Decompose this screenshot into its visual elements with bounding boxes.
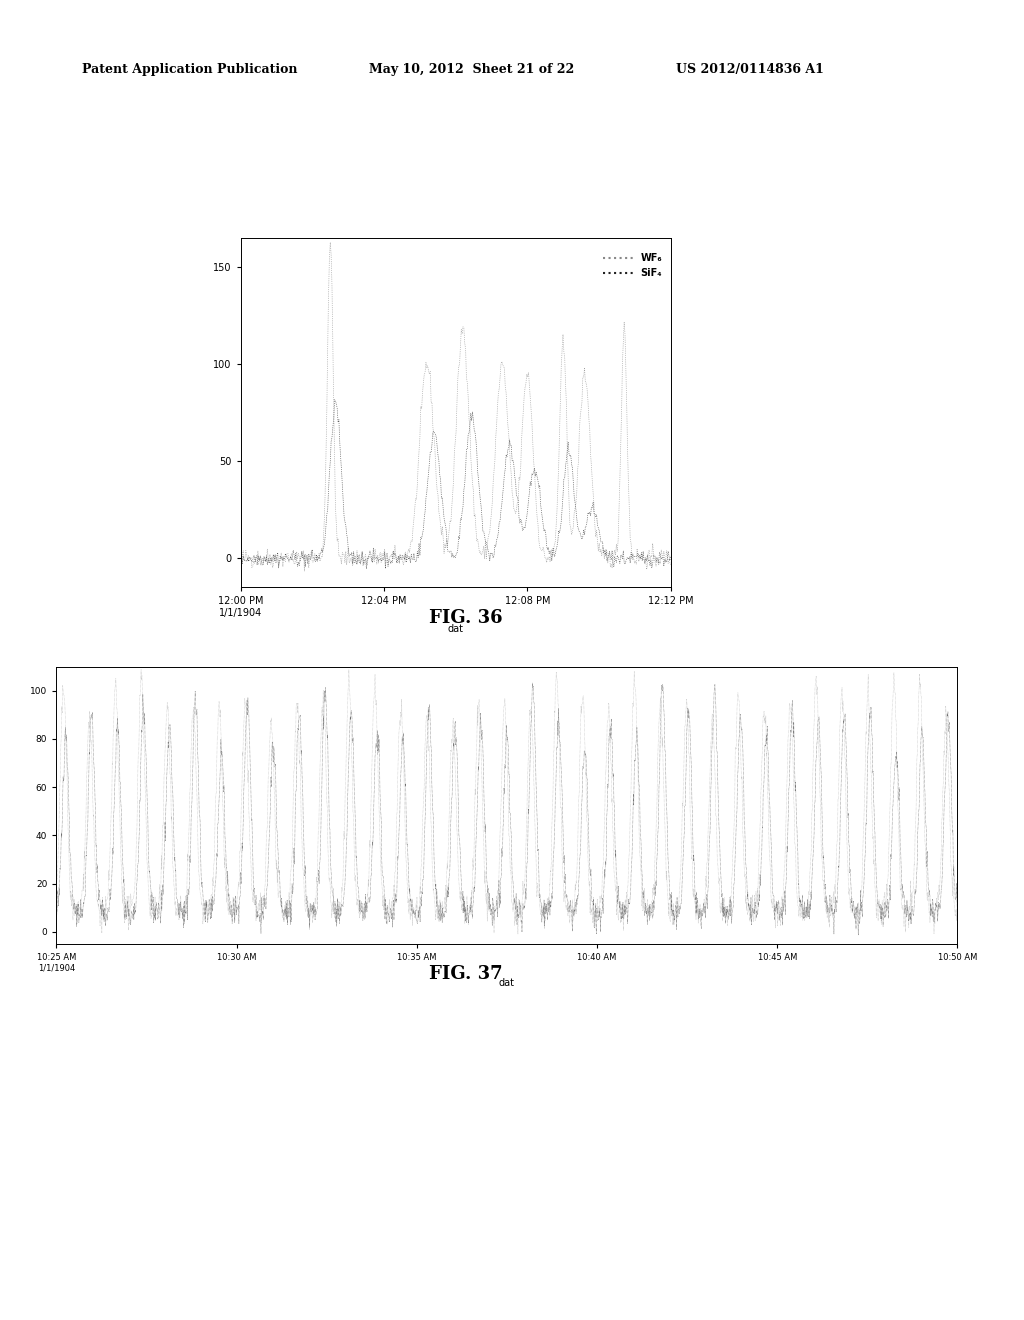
Text: US 2012/0114836 A1: US 2012/0114836 A1 [676,63,823,77]
Text: FIG. 36: FIG. 36 [429,609,503,627]
Legend: WF₆, SiF₄: WF₆, SiF₄ [599,249,666,282]
X-axis label: dat: dat [499,978,515,987]
Text: FIG. 37: FIG. 37 [429,965,503,983]
X-axis label: dat: dat [447,623,464,634]
Text: May 10, 2012  Sheet 21 of 22: May 10, 2012 Sheet 21 of 22 [369,63,573,77]
Text: Patent Application Publication: Patent Application Publication [82,63,297,77]
